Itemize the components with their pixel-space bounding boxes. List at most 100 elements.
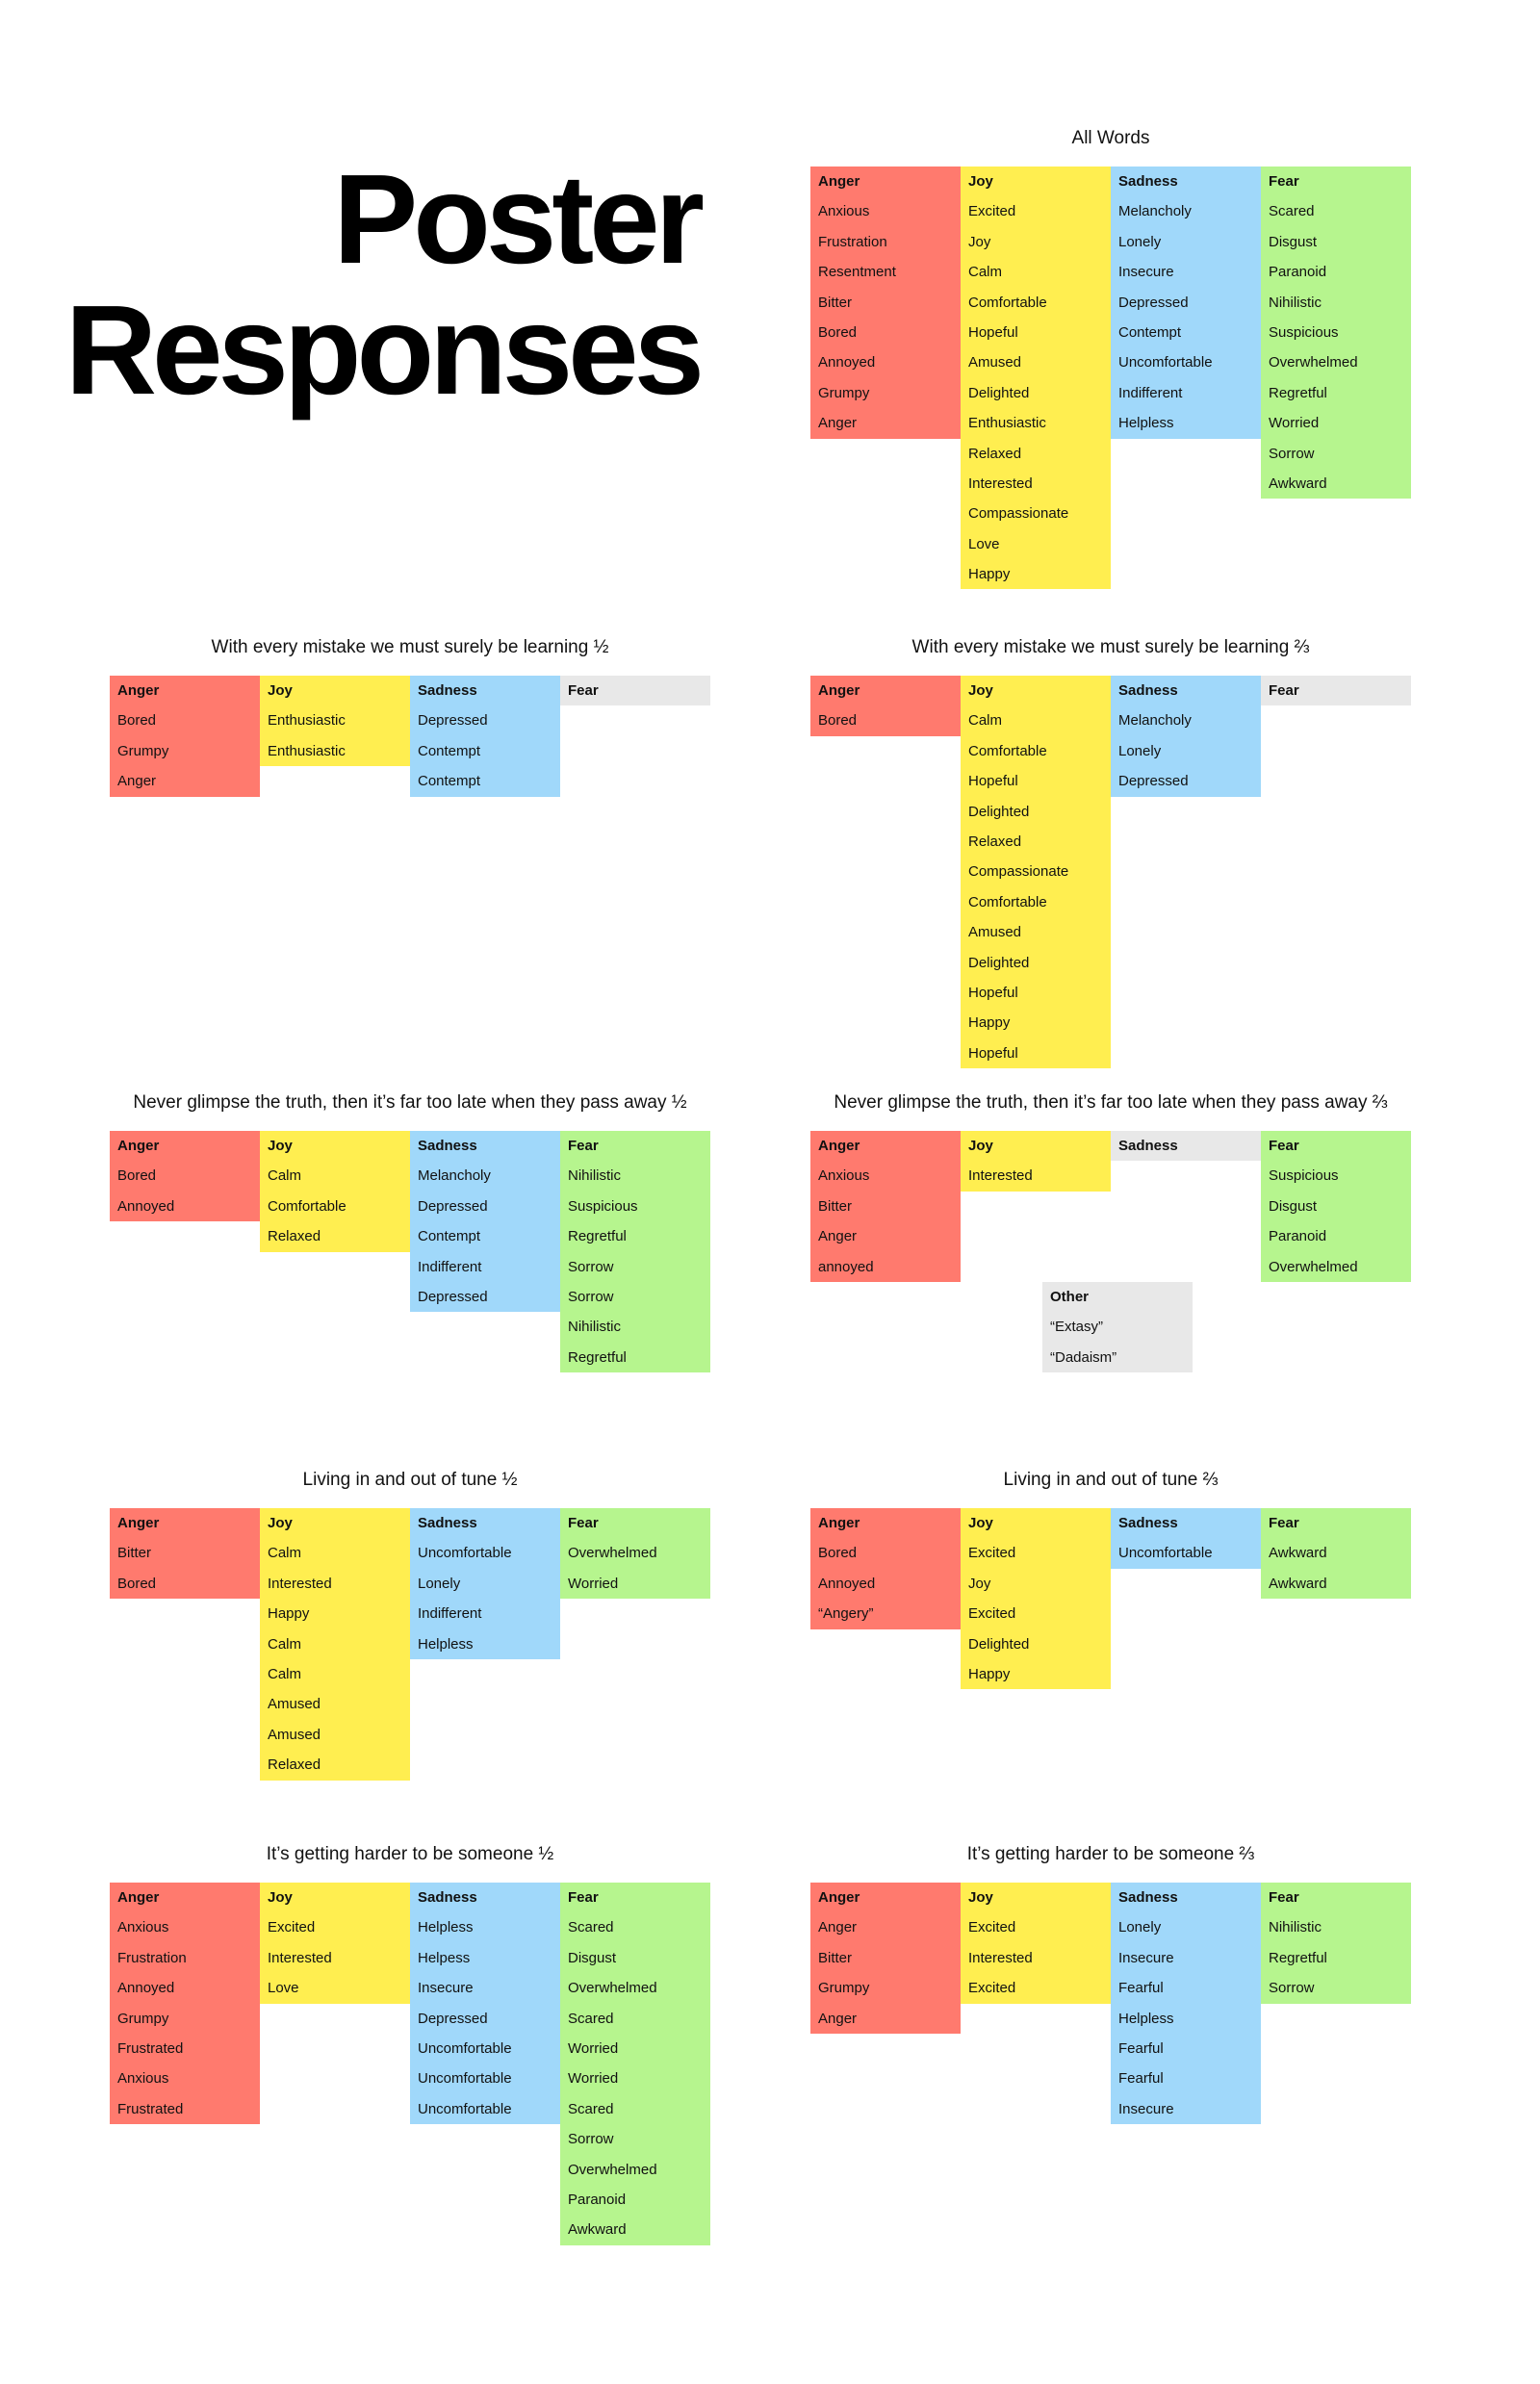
column-other: Other “Extasy” “Dadaism” xyxy=(1042,1282,1193,1373)
word-cell: annoyed xyxy=(818,1258,874,1275)
word-cell: Amused xyxy=(968,924,1022,941)
word-cell: Lonely xyxy=(1118,742,1162,759)
word-cell: Awkward xyxy=(1269,1575,1327,1592)
word-cell: Calm xyxy=(268,1635,302,1653)
word-cell: Uncomfortable xyxy=(418,2039,512,2057)
word-cell: Helpless xyxy=(1118,415,1174,432)
word-cell: Fearful xyxy=(1118,2039,1164,2057)
section-title: Living in and out of tune ⅔ xyxy=(1003,1470,1219,1490)
column-sadness: Sadness Melancholy Depressed Contempt Indiff… xyxy=(410,1131,560,1313)
word-cell: Anxious xyxy=(117,1919,169,1936)
word-cell: Anxious xyxy=(818,203,870,220)
word-cell: Love xyxy=(268,1980,299,1997)
word-cell: Frustrated xyxy=(117,2100,184,2117)
word-cell: Indifferent xyxy=(418,1258,482,1275)
column-anger: Anger Bitter Bored xyxy=(110,1508,260,1600)
word-cell: Lonely xyxy=(418,1575,461,1592)
section-title: It’s getting harder to be someone ⅔ xyxy=(966,1844,1255,1864)
word-cell: Insecure xyxy=(1118,2100,1174,2117)
word-cell: Annoyed xyxy=(117,1980,175,1997)
column-sadness: Sadness Melancholy Lonely Insecure Depressed… xyxy=(1111,167,1261,439)
word-cell: Calm xyxy=(268,1665,302,1682)
word-cell: Scared xyxy=(568,2100,614,2117)
word-cell: Regretful xyxy=(568,1228,627,1245)
emotion-table: Anger Bored Annoyed “Angery” Joy Excited Joy Ex… xyxy=(810,1508,1411,1690)
column-anger: Anger Anger Bitter Grumpy Anger xyxy=(810,1883,961,2034)
word-cell: Relaxed xyxy=(268,1228,321,1245)
column-anger: Anger Anxious Frustration Resentment Bitter B… xyxy=(810,167,961,439)
column-anger: Anger Bored xyxy=(810,676,961,736)
word-cell: Hopeful xyxy=(968,984,1018,1001)
emotion-table: Anger Bored Grumpy Anger Joy Enthusiastic Enth… xyxy=(110,676,710,797)
column-header: Joy xyxy=(968,1138,993,1154)
word-cell: Joy xyxy=(968,1575,991,1592)
word-cell: Bitter xyxy=(818,294,853,311)
column-joy: Joy Calm Comfortable Hopeful Delighted Relaxe… xyxy=(961,676,1111,1069)
word-cell: Compassionate xyxy=(968,505,1069,523)
word-cell: Awkward xyxy=(1269,1545,1327,1562)
word-cell: Indifferent xyxy=(418,1605,482,1623)
word-cell: Comfortable xyxy=(968,294,1047,311)
word-cell: Suspicious xyxy=(1269,1167,1339,1185)
column-joy: Joy Calm Interested Happy Calm Calm Amused Amus… xyxy=(260,1508,410,1781)
word-cell: Anger xyxy=(818,1919,858,1936)
word-cell: Relaxed xyxy=(268,1756,321,1774)
word-cell: Uncomfortable xyxy=(418,2100,512,2117)
word-cell: Happy xyxy=(968,566,1011,583)
word-cell: Bored xyxy=(818,323,858,341)
word-cell: Sorrow xyxy=(568,1288,614,1305)
word-cell: Paranoid xyxy=(1269,1228,1327,1245)
word-cell: Overwhelmed xyxy=(1269,354,1358,372)
word-cell: Scared xyxy=(568,2010,614,2027)
column-header: Joy xyxy=(968,173,993,190)
word-cell: Overwhelmed xyxy=(568,1980,657,1997)
column-joy: Joy Excited Interested Love xyxy=(260,1883,410,2004)
column-header: Fear xyxy=(568,1889,599,1906)
column-fear: Fear Awkward Awkward xyxy=(1261,1508,1411,1600)
word-cell: “Dadaism” xyxy=(1050,1348,1117,1366)
emotion-table: Anger Anxious Bitter Anger annoyed Joy Interes… xyxy=(810,1131,1411,1282)
word-cell: Contempt xyxy=(418,773,481,790)
word-cell: Sorrow xyxy=(568,2131,614,2148)
column-joy: Joy Excited Joy Calm Comfortable Hopeful Amuse… xyxy=(961,167,1111,590)
word-cell: Interested xyxy=(268,1575,332,1592)
word-cell: Calm xyxy=(968,264,1003,281)
word-cell: Compassionate xyxy=(968,863,1069,881)
word-cell: Scared xyxy=(1269,203,1315,220)
word-cell: Melancholy xyxy=(1118,712,1192,730)
word-cell: Interested xyxy=(968,474,1033,492)
word-cell: Insecure xyxy=(1118,264,1174,281)
word-cell: Excited xyxy=(968,203,1016,220)
column-header: Fear xyxy=(1269,1889,1299,1906)
column-anger: Anger Anxious Frustration Annoyed Grumpy Frus… xyxy=(110,1883,260,2125)
word-cell: Worried xyxy=(568,1575,619,1592)
column-header: Sadness xyxy=(418,1138,477,1154)
column-header: Fear xyxy=(568,1138,599,1154)
column-fear: Fear Nihilistic Regretful Sorrow xyxy=(1261,1883,1411,2004)
column-header: Joy xyxy=(968,682,993,699)
word-cell: Disgust xyxy=(1269,1197,1318,1215)
column-anger: Anger Bored Annoyed xyxy=(110,1131,260,1222)
column-sadness: Sadness Depressed Contempt Contempt xyxy=(410,676,560,797)
word-cell: Fearful xyxy=(1118,1980,1164,1997)
column-header: Other xyxy=(1050,1289,1090,1305)
emotion-table: Anger Anxious Frustration Resentment Bitter B… xyxy=(810,167,1411,590)
word-cell: Enthusiastic xyxy=(268,742,346,759)
word-cell: Bored xyxy=(117,712,157,730)
column-header: Sadness xyxy=(418,682,477,699)
word-cell: Anger xyxy=(117,773,157,790)
word-cell: Contempt xyxy=(418,742,481,759)
word-cell: Contempt xyxy=(418,1228,481,1245)
word-cell: Enthusiastic xyxy=(968,415,1046,432)
column-anger: Anger Bored Grumpy Anger xyxy=(110,676,260,797)
word-cell: Excited xyxy=(268,1919,316,1936)
word-cell: Comfortable xyxy=(968,742,1047,759)
word-cell: Annoyed xyxy=(818,1575,876,1592)
word-cell: Helpess xyxy=(418,1949,471,1966)
word-cell: Disgust xyxy=(1269,233,1318,250)
word-cell: Hopeful xyxy=(968,1044,1018,1062)
column-header: Joy xyxy=(968,1515,993,1531)
word-cell: Grumpy xyxy=(818,1980,870,1997)
word-cell: Overwhelmed xyxy=(1269,1258,1358,1275)
column-header: Fear xyxy=(1269,1138,1299,1154)
